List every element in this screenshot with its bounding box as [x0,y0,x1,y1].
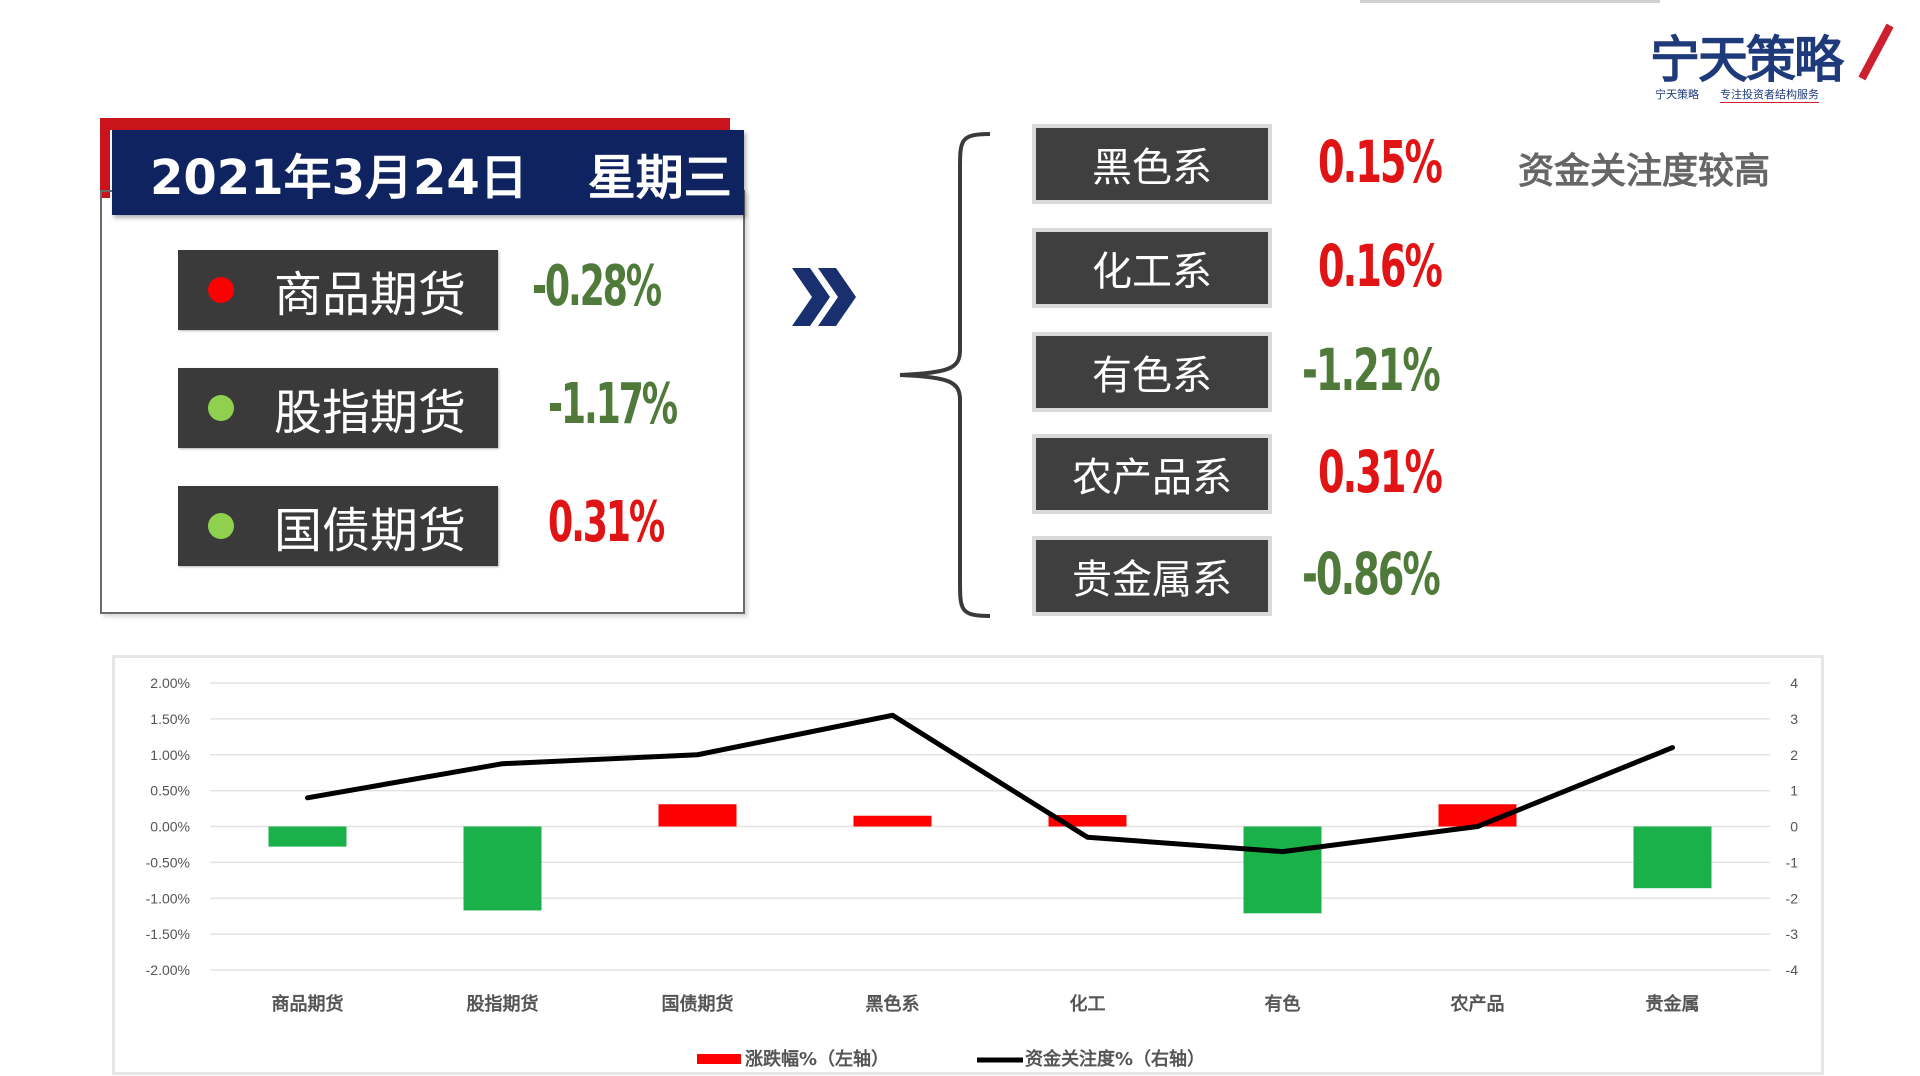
logo-subtitle-left: 宁天策略 [1655,88,1699,101]
sector-label: 有色系 [1032,332,1272,412]
bar [853,815,932,827]
sector-label: 农产品系 [1032,434,1272,514]
y-right-tick-label: -4 [1786,962,1799,978]
y-left-tick-label: -1.50% [146,926,190,942]
category-item: 商品期货 [178,250,498,330]
chart-panel: 2.00% 1.50% 1.00% 0.50% 0.00% -0.50% -1.00% -1.… [112,655,1824,1075]
category-value: -1.17% [548,372,678,437]
category-item: 股指期货 [178,368,498,448]
x-tick-label: 农产品 [1450,993,1505,1015]
sector-value: 0.15% [1318,128,1443,196]
sector-label: 黑色系 [1032,124,1272,204]
y-left-tick-label: -1.00% [146,890,190,906]
x-tick-label: 商品期货 [272,993,344,1015]
bar [658,804,737,827]
category-label: 国债期货 [274,503,467,559]
weekday-text: 星期三 [587,149,732,206]
category-value: 0.31% [548,490,665,555]
legend-swatch-bar [697,1054,741,1064]
y-left-tick-label: -0.50% [146,854,190,870]
sector-value: 0.31% [1318,438,1443,506]
category-label: 商品期货 [274,267,467,323]
sector-value: -1.21% [1302,336,1441,404]
status-dot-icon [208,395,234,421]
status-dot-icon [208,277,234,303]
y-left-tick-label: 1.50% [150,711,190,727]
y-right-tick-label: -2 [1786,890,1799,906]
logo-title: 宁天策略 [1650,30,1844,89]
date-accent-left [100,118,110,198]
y-left-tick-label: 2.00% [150,675,190,691]
y-right-tick-label: -3 [1786,926,1799,942]
date-header: 2021年3月24日 星期三 [112,130,744,215]
bar [268,826,347,847]
legend-label-bar: 涨跌幅%（左轴） [745,1048,889,1070]
y-right-tick-label: 0 [1790,819,1798,835]
y-right-tick-label: 2 [1790,747,1798,763]
category-value: -0.28% [532,254,662,319]
y-left-tick-label: 0.00% [150,819,190,835]
legend-label-line: 资金关注度%（右轴） [1025,1048,1205,1070]
y-left-tick-label: -2.00% [146,962,190,978]
y-right-tick-label: 4 [1790,675,1798,691]
x-tick-label: 有色 [1265,993,1301,1015]
attention-note: 资金关注度较高 [1518,151,1771,192]
brace-bracket-icon [899,132,991,618]
series-line [305,712,1675,855]
bar [463,826,542,911]
combo-chart: 2.00% 1.50% 1.00% 0.50% 0.00% -0.50% -1.00% -1.… [146,675,1799,1070]
status-dot-icon [208,513,234,539]
x-tick-label: 股指期货 [466,993,539,1015]
bar [1048,815,1127,827]
sector-label: 贵金属系 [1032,536,1272,616]
sector-value: -0.86% [1302,540,1441,608]
sector-value: 0.16% [1318,232,1443,300]
brand-logo: 宁天策略 宁天策略 专注投资者结构服务 [1650,20,1900,105]
double-chevron-icon [792,268,856,326]
y-right-tick-label: 1 [1790,783,1798,799]
category-label: 股指期货 [274,385,467,441]
x-tick-label: 黑色系 [866,993,920,1015]
category-item: 国债期货 [178,486,498,566]
date-text: 2021年3月24日 [150,149,528,206]
logo-slash-mark [1858,23,1894,81]
x-tick-label: 国债期货 [662,993,734,1015]
date-accent-bar [100,118,730,130]
y-right-tick-label: 3 [1790,711,1798,727]
y-left-tick-label: 1.00% [150,747,190,763]
sector-label: 化工系 [1032,228,1272,308]
logo-subtitle-right: 专注投资者结构服务 [1720,88,1819,103]
y-right-tick-label: -1 [1786,854,1799,870]
y-left-tick-label: 0.50% [150,783,190,799]
bar [1243,826,1322,914]
x-tick-label: 贵金属 [1646,993,1700,1015]
x-tick-label: 化工 [1070,993,1106,1015]
bar [1633,826,1712,889]
top-divider [1360,0,1660,3]
